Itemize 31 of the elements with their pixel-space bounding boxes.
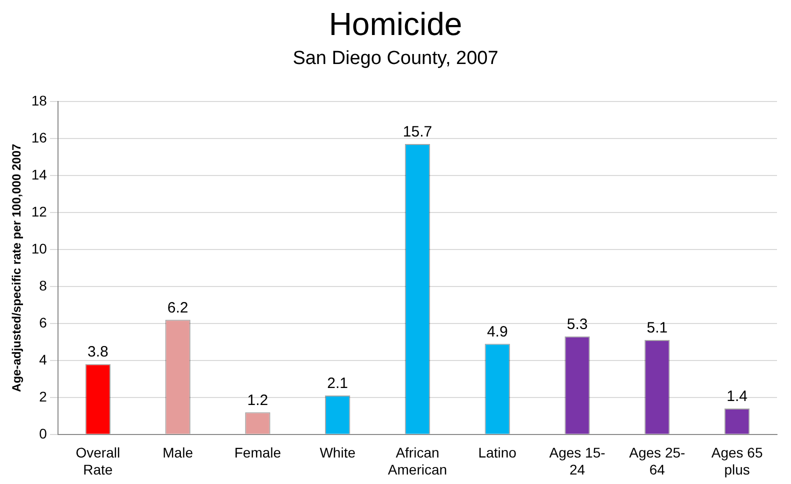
x-tick-label: African American [388, 444, 448, 478]
data-label: 5.3 [566, 316, 588, 333]
y-tick-label: 8 [39, 277, 48, 294]
data-label: 4.9 [486, 323, 508, 340]
y-tick-label: 6 [39, 314, 48, 330]
y-tick-label: 12 [31, 203, 48, 220]
x-tick-label: Latino [478, 444, 517, 461]
data-label: 6.2 [167, 299, 188, 316]
y-tick-label: 18 [31, 92, 48, 108]
data-label: 15.7 [402, 124, 432, 141]
x-tick-label: Ages 25-64 [629, 444, 686, 478]
y-tick-label: 2 [39, 388, 48, 404]
x-tick-label: Female [234, 444, 282, 461]
data-label: 5.1 [646, 320, 668, 337]
x-tick-label: Overall Rate [76, 444, 120, 478]
y-tick-label: 0 [39, 425, 48, 442]
data-label: 1.4 [726, 388, 748, 406]
y-tick-label: 16 [31, 129, 48, 146]
chart-title: Homicide [328, 6, 464, 43]
y-tick-label: 4 [39, 351, 48, 368]
data-label: 1.2 [247, 392, 268, 409]
y-tick-label: 10 [31, 240, 48, 256]
data-label: 3.8 [87, 344, 108, 361]
y-axis-title: Age-adjusted/specific rate per 100,000 2007 [10, 144, 24, 392]
x-tick-label: Male [162, 444, 194, 461]
x-tick-label: Ages 65 plus [711, 444, 763, 478]
y-tick-label: 14 [31, 166, 48, 182]
x-tick-label: Ages 15-24 [549, 444, 606, 478]
chart-subtitle: San Diego County, 2007 [292, 48, 500, 70]
data-label: 2.1 [327, 375, 348, 392]
x-tick-label: White [320, 444, 356, 461]
